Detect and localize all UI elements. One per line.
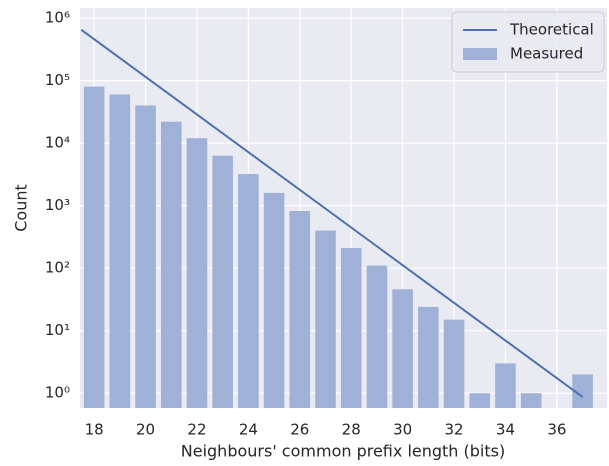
legend-label: Theoretical	[509, 21, 594, 39]
bar	[289, 211, 311, 408]
y-axis-label: Count	[12, 184, 31, 232]
bar	[418, 306, 439, 408]
x-tick-label: 30	[393, 421, 412, 439]
bar	[263, 192, 285, 408]
y-tick-label: 10¹	[45, 321, 70, 339]
bar	[366, 265, 388, 408]
bar	[135, 105, 156, 408]
bar	[212, 155, 233, 408]
x-tick-label: 20	[136, 421, 155, 439]
bar	[186, 138, 208, 408]
x-tick-label: 22	[187, 421, 206, 439]
y-tick-label: 10³	[45, 196, 70, 214]
bar	[160, 121, 182, 408]
legend-label: Measured	[510, 45, 583, 63]
x-tick-label: 24	[239, 421, 258, 439]
x-tick-label: 32	[444, 421, 463, 439]
line	[80, 28, 584, 398]
bar	[469, 393, 491, 408]
x-tick-label: 28	[342, 421, 361, 439]
bar	[83, 86, 105, 408]
legend-swatch	[463, 48, 497, 60]
bar	[340, 248, 362, 408]
bar	[392, 289, 413, 408]
y-tick-label: 10⁶	[45, 9, 70, 27]
bar	[109, 94, 131, 408]
y-tick-label: 10⁵	[45, 71, 70, 89]
bar	[520, 393, 542, 408]
legend: Theoretical Measured	[451, 11, 605, 73]
x-axis-label: Neighbours' common prefix length (bits)	[181, 442, 505, 461]
bar	[443, 319, 465, 408]
bar	[238, 174, 259, 408]
x-tick-label: 34	[496, 421, 515, 439]
x-tick-label: 18	[85, 421, 104, 439]
y-tick-label: 10⁴	[45, 134, 70, 152]
x-tick-label: 36	[547, 421, 566, 439]
y-tick-label: 10²	[45, 259, 70, 277]
bar	[315, 230, 336, 408]
bar	[495, 363, 516, 408]
bar	[572, 374, 593, 408]
x-tick-label: 26	[290, 421, 309, 439]
y-tick-label: 10⁰	[45, 384, 70, 402]
